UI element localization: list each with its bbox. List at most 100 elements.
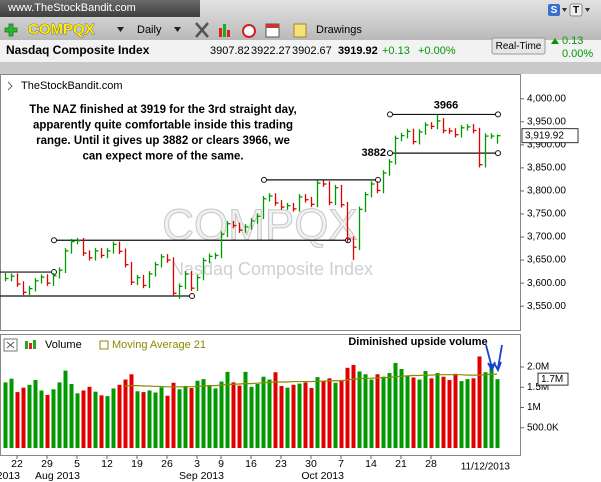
- y-tick-label: 1M: [527, 402, 541, 413]
- volume-bar: [423, 371, 428, 448]
- bar-icon[interactable]: [227, 30, 230, 37]
- volume-bar: [147, 390, 152, 448]
- volume-bar: [321, 380, 326, 448]
- volume-bar: [105, 396, 110, 448]
- volume-bar: [219, 381, 224, 448]
- x-tick-label: 16: [245, 458, 257, 470]
- panel-handle[interactable]: [7, 81, 13, 91]
- volume-bar: [285, 387, 290, 448]
- y-tick-label: 500.0K: [527, 422, 559, 433]
- alarm-icon[interactable]: [242, 24, 256, 38]
- volume-bar: [117, 384, 122, 448]
- volume-bar: [189, 388, 194, 448]
- volume-bar: [21, 387, 26, 448]
- dropdown-arrow[interactable]: [117, 27, 124, 32]
- month-label: Aug 2013: [35, 470, 80, 482]
- volume-bar: [225, 371, 230, 448]
- y-tick-label: 2.0M: [527, 362, 549, 373]
- volume-bar: [435, 373, 440, 448]
- dropdown-arrow[interactable]: [562, 8, 567, 12]
- y-tick-label: 4,000.00: [527, 93, 566, 104]
- close-panel[interactable]: [3, 338, 18, 352]
- t-box[interactable]: [569, 3, 583, 17]
- volume-bar: [357, 371, 362, 448]
- volume-bar: [471, 378, 476, 448]
- quote-change-pct: +0.00%: [418, 45, 456, 57]
- volume-bar: [429, 378, 434, 448]
- close-x[interactable]: [6, 341, 15, 349]
- month-label: Oct 2013: [301, 470, 344, 482]
- volume-bar: [165, 395, 170, 448]
- volume-bar: [183, 386, 188, 448]
- x-tick-label: 14: [365, 458, 377, 470]
- add-button[interactable]: [4, 23, 18, 37]
- line-handle: [387, 111, 393, 118]
- x-tick-label: 3: [194, 458, 200, 470]
- x-tick-label: 19: [131, 458, 143, 470]
- s-label[interactable]: S: [551, 5, 558, 16]
- month-label: 2013: [0, 470, 20, 482]
- annotation-line: range. Until it gives up 3882 or clears …: [36, 135, 290, 147]
- annotation-line: apparently quite comfortable inside this…: [33, 120, 293, 132]
- x-tick-label: 28: [425, 458, 437, 470]
- line-handle: [51, 237, 57, 244]
- last-date: 11/12/2013: [461, 462, 511, 473]
- volume-bar: [33, 379, 38, 448]
- s-box[interactable]: [548, 4, 560, 16]
- watermark: COMPQX: [162, 201, 358, 250]
- y-tick-label: 3,650.00: [527, 255, 566, 266]
- volume-bar: [231, 382, 236, 448]
- volume-bar: [45, 394, 50, 448]
- y-tick-label: 3,850.00: [527, 163, 566, 174]
- window-title: www.TheStockBandit.com: [7, 2, 136, 14]
- bar-icon[interactable]: [223, 24, 226, 37]
- ma-icon: [99, 340, 109, 350]
- plus-icon: [4, 23, 18, 37]
- symbol[interactable]: COMPQX: [28, 21, 95, 39]
- volume-bar: [393, 362, 398, 448]
- x-tick-label: 21: [395, 458, 407, 470]
- t-label[interactable]: T: [573, 5, 579, 16]
- price-frame: [0, 74, 521, 331]
- quote-high: 3922.27: [251, 45, 291, 57]
- bar-icon[interactable]: [219, 28, 222, 37]
- x-tick-label: 22: [11, 458, 23, 470]
- real-time-button[interactable]: Real-Time: [491, 37, 546, 55]
- x-tick-label: 29: [41, 458, 53, 470]
- volume-bar: [351, 364, 356, 448]
- volume-annotation: Diminished upside volume: [348, 336, 487, 348]
- x-tick-label: 5: [74, 458, 80, 470]
- ma-legend: Moving Average 21: [112, 339, 206, 351]
- s-button[interactable]: S: [548, 4, 560, 16]
- period[interactable]: Daily: [137, 24, 162, 36]
- volume-bar: [261, 376, 266, 448]
- dropdown-arrow[interactable]: [174, 27, 181, 32]
- drawings[interactable]: Drawings: [316, 24, 362, 36]
- volume-bar: [387, 373, 392, 448]
- volume-bar: [297, 383, 302, 448]
- t-button[interactable]: T: [569, 3, 583, 17]
- button-label[interactable]: Real-Time: [496, 41, 542, 52]
- volume-bar: [153, 392, 158, 448]
- volume-bar: [207, 385, 212, 448]
- volume-bar: [453, 373, 458, 448]
- button-box[interactable]: [491, 37, 546, 55]
- tool-icons[interactable]: [195, 22, 307, 38]
- volume-bar: [111, 388, 116, 448]
- volume-bar: [411, 377, 416, 448]
- line-handle: [495, 150, 501, 157]
- volume-bar: [69, 384, 74, 448]
- arrow: [485, 344, 493, 369]
- volume-bar: [123, 379, 128, 448]
- last-volume-box: [537, 372, 569, 386]
- watermark-subtitle: Nasdaq Composite Index: [171, 259, 373, 279]
- vol-icon: [25, 341, 28, 349]
- volume-bar: [483, 372, 488, 448]
- calendar-top[interactable]: [266, 24, 279, 28]
- volume-bar: [171, 382, 176, 448]
- vol-icon: [33, 340, 36, 349]
- tools-icon[interactable]: [195, 22, 209, 38]
- note-icon[interactable]: [293, 23, 307, 38]
- dropdown-arrow[interactable]: [585, 8, 590, 12]
- volume-bar: [3, 382, 8, 448]
